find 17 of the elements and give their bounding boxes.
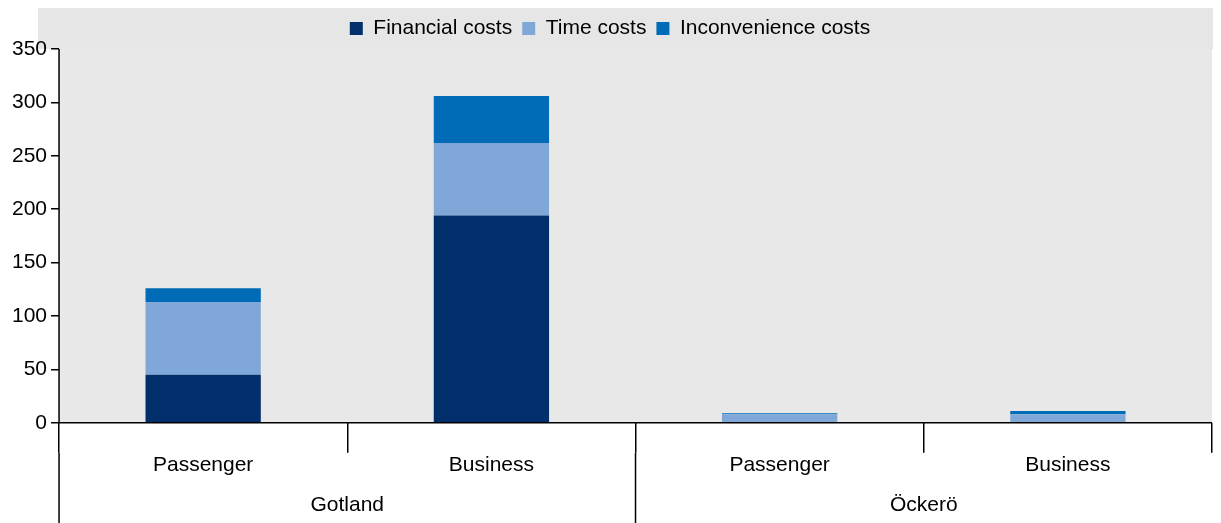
text: Öckerö: [889, 491, 958, 515]
y-tick-label: 50: [23, 356, 48, 380]
y-tick-label: 200: [11, 196, 48, 219]
legend-label: Financial costs: [373, 15, 513, 39]
x-tick-label: Business: [1025, 452, 1111, 476]
x-tick-label: Passenger: [729, 452, 830, 476]
y-tick-label: 350: [11, 35, 48, 59]
y-tick-label: 300: [11, 89, 48, 113]
text: Gotland: [310, 491, 385, 515]
y-tick-label: 150: [11, 249, 48, 273]
legend-label: Inconvenience costs: [679, 15, 871, 39]
x-tick-label: Business: [448, 452, 535, 476]
legend-label: Time costs: [545, 15, 647, 39]
x-tick-label: Passenger: [152, 452, 254, 476]
y-tick-label: 0: [35, 409, 48, 433]
y-tick-label: 250: [11, 142, 48, 166]
y-tick-label: 100: [11, 302, 48, 326]
